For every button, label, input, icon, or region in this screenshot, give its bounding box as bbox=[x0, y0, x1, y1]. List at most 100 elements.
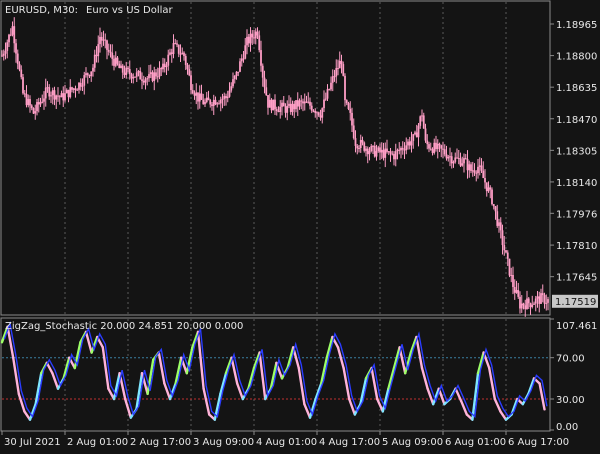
candle-body bbox=[160, 68, 163, 70]
candle-body bbox=[190, 75, 192, 91]
candle-body bbox=[519, 296, 521, 309]
stoch-signal-segment bbox=[538, 382, 546, 411]
candle-body bbox=[515, 290, 518, 293]
candle-body bbox=[240, 58, 243, 62]
candle-body bbox=[405, 145, 408, 151]
candle-body bbox=[121, 65, 124, 73]
candle-body bbox=[326, 89, 329, 99]
candle-body bbox=[172, 43, 175, 54]
stoch-signal-segment bbox=[73, 341, 82, 370]
candle-body bbox=[162, 63, 164, 70]
time-tick-label: 2 Aug 17:00 bbox=[130, 437, 191, 448]
candle-body bbox=[447, 156, 450, 159]
candle-body bbox=[6, 42, 9, 51]
stoch-signal-segment bbox=[269, 361, 278, 390]
candle-body bbox=[100, 36, 103, 41]
stoch-signal-segment bbox=[432, 387, 440, 406]
candle-body bbox=[508, 258, 511, 276]
candle-body bbox=[232, 79, 234, 87]
candle-body bbox=[429, 148, 432, 150]
candle-body bbox=[459, 158, 462, 166]
candle-body bbox=[43, 98, 45, 102]
candle-body bbox=[211, 104, 213, 106]
stoch-signal-segment bbox=[202, 387, 211, 416]
price-pane[interactable]: 1.18965 1.18800 1.18635 1.18470 1.18305 1.181… bbox=[0, 0, 598, 317]
candle-body bbox=[72, 88, 75, 90]
indicator-tick-label: 70.00 bbox=[556, 354, 585, 365]
candle-body bbox=[165, 65, 168, 68]
candle-body bbox=[393, 154, 395, 160]
indicator-axis: 107.461 70.00 30.00 0.00 bbox=[550, 318, 597, 433]
candle-body bbox=[464, 158, 467, 160]
candle-body bbox=[34, 111, 37, 114]
stoch-signal-segment bbox=[454, 387, 463, 403]
candle-body bbox=[74, 88, 77, 91]
time-tick-label: 6 Aug 17:00 bbox=[508, 437, 569, 448]
candle-body bbox=[78, 82, 80, 90]
candle-body bbox=[191, 90, 194, 94]
candle-body bbox=[176, 43, 178, 45]
candle-body bbox=[344, 75, 346, 101]
candle-body bbox=[51, 90, 54, 96]
candle-body bbox=[221, 98, 224, 100]
stoch-signal-segment bbox=[196, 330, 205, 390]
candle-body bbox=[214, 99, 217, 105]
candle-body bbox=[99, 36, 101, 45]
candle-body bbox=[363, 142, 366, 151]
stoch-signal-segment bbox=[286, 346, 295, 370]
candle-body bbox=[513, 287, 516, 293]
stoch-signal-segment bbox=[241, 387, 250, 401]
candle-body bbox=[137, 71, 140, 73]
candle-body bbox=[382, 149, 385, 158]
price-tick-label: 1.18635 bbox=[556, 83, 597, 94]
candle-body bbox=[23, 93, 26, 95]
candle-body bbox=[16, 53, 19, 64]
time-tick-label: 6 Aug 01:00 bbox=[445, 437, 506, 448]
candle-body bbox=[372, 145, 374, 147]
candle-body bbox=[358, 148, 360, 150]
candle-body bbox=[202, 99, 205, 105]
candle-body bbox=[440, 145, 443, 149]
candle-body bbox=[125, 67, 128, 75]
candle-body bbox=[237, 71, 240, 73]
stoch-signal-segment bbox=[6, 325, 15, 359]
candle-body bbox=[4, 50, 7, 54]
candle-body bbox=[426, 140, 429, 145]
candle-body bbox=[246, 36, 248, 46]
candle-body bbox=[512, 275, 514, 288]
candle-body bbox=[424, 128, 427, 141]
candle-body bbox=[279, 106, 282, 112]
candle-body bbox=[419, 116, 422, 126]
candle-body bbox=[316, 112, 318, 114]
candle-body bbox=[127, 67, 129, 70]
stoch-signal-segment bbox=[112, 371, 121, 401]
stoch-signal-segment bbox=[185, 346, 194, 375]
candle-body bbox=[274, 99, 276, 110]
stoch-signal-segment bbox=[219, 371, 228, 396]
candle-body bbox=[32, 108, 35, 114]
candle-body bbox=[443, 149, 446, 155]
candle-body bbox=[30, 105, 33, 109]
candle-body bbox=[267, 95, 269, 108]
candle-body bbox=[351, 112, 353, 126]
stoch-signal-segment bbox=[325, 335, 334, 359]
stoch-signal-segment bbox=[101, 346, 110, 390]
stoch-signal-segment bbox=[348, 397, 356, 416]
candle-body bbox=[428, 144, 430, 149]
candle-body bbox=[218, 103, 220, 105]
stoch-signal-segment bbox=[23, 410, 32, 421]
price-tick-label: 1.17976 bbox=[556, 209, 597, 220]
candle-body bbox=[400, 147, 402, 151]
stoch-signal-segment bbox=[280, 366, 289, 380]
stoch-signal-segment bbox=[168, 382, 177, 401]
stoch-signal-segment bbox=[476, 351, 485, 375]
candle-body bbox=[22, 77, 24, 94]
current-price-value: 1.17519 bbox=[555, 297, 596, 308]
candle-body bbox=[177, 44, 180, 54]
indicator-pane[interactable]: 107.461 70.00 30.00 0.00 ZigZag_Stochastic … bbox=[0, 317, 597, 433]
candle-body bbox=[272, 99, 275, 111]
candle-body bbox=[438, 143, 441, 146]
candle-body bbox=[85, 73, 87, 76]
